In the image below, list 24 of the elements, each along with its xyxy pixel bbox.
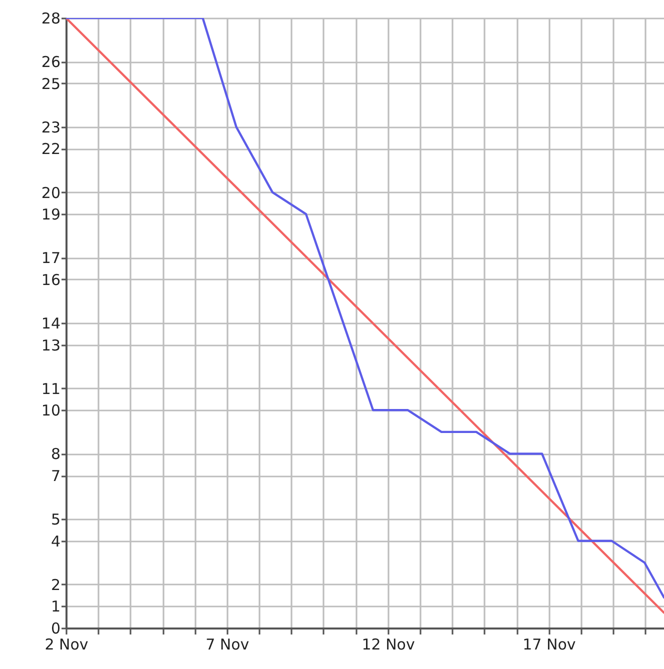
y-tick-label: 28 [41, 10, 60, 28]
x-tick-label: 2 Nov [44, 636, 88, 654]
y-tick-label: 22 [41, 140, 60, 158]
y-tick-label: 11 [41, 380, 60, 398]
x-tick-label: 12 Nov [362, 636, 415, 654]
y-tick-label: 25 [41, 74, 60, 93]
y-tick-label: 20 [41, 184, 60, 202]
y-tick-label: 26 [41, 53, 60, 72]
x-tick-label: 17 Nov [522, 636, 576, 654]
y-tick-label: 19 [41, 206, 60, 224]
y-tick-label: 1 [50, 598, 60, 616]
y-tick-label: 16 [41, 270, 60, 289]
y-tick-label: 14 [41, 314, 60, 332]
y-tick-label: 23 [41, 118, 60, 136]
y-tick-label: 13 [41, 336, 60, 354]
y-tick-label: 4 [50, 532, 60, 550]
y-tick-label: 0 [50, 620, 60, 638]
x-tick-label: 7 Nov [206, 636, 250, 654]
y-tick-label: 10 [41, 402, 60, 420]
y-tick-label: 17 [41, 249, 60, 268]
y-tick-label: 7 [50, 467, 60, 485]
y-tick-label: 2 [50, 576, 60, 594]
y-tick-label: 8 [50, 445, 60, 464]
y-tick-label: 5 [50, 510, 60, 529]
